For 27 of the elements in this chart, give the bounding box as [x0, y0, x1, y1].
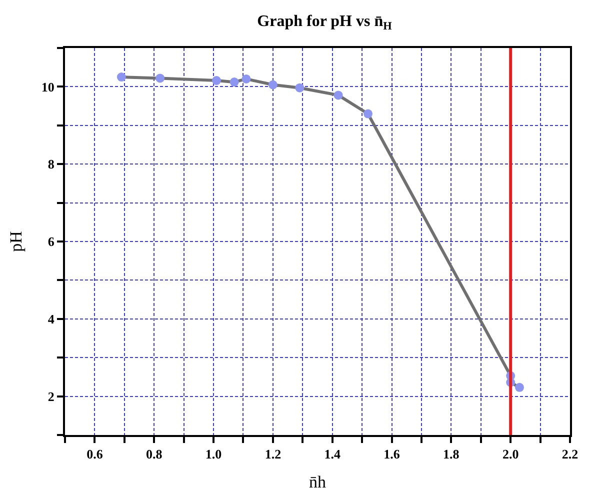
chart-title: Graph for pH vs n̄$_{H}$ [257, 13, 392, 33]
point [116, 72, 126, 82]
point [515, 382, 524, 392]
y-tick-label: 8 [48, 156, 55, 172]
y-tick-label: 2 [48, 388, 54, 404]
x-tick-label: 1.2 [264, 446, 282, 462]
point [156, 74, 165, 83]
x-tick-label: 0.8 [146, 446, 163, 462]
point [334, 90, 343, 100]
x-tick-label: 0.6 [86, 446, 104, 462]
x-tick-label: 2.0 [502, 446, 519, 462]
point [212, 76, 221, 86]
y-tick-label: 10 [41, 79, 54, 94]
x-tick-label: 1.6 [384, 446, 400, 462]
point [242, 74, 251, 84]
x-tick-label: 2.2 [562, 446, 578, 462]
x-tick-label: 1.8 [443, 446, 460, 462]
point [268, 80, 278, 90]
x-axis-title: n̄h [309, 472, 326, 492]
y-axis-title: pH [6, 231, 26, 252]
y-tick-label: 4 [48, 311, 55, 326]
y-tick-label: 6 [48, 234, 55, 250]
x-tick-label: 1.0 [205, 446, 222, 462]
x-tick-label: 1.4 [324, 446, 341, 462]
point [364, 109, 372, 118]
point [295, 83, 304, 92]
point [230, 78, 239, 87]
